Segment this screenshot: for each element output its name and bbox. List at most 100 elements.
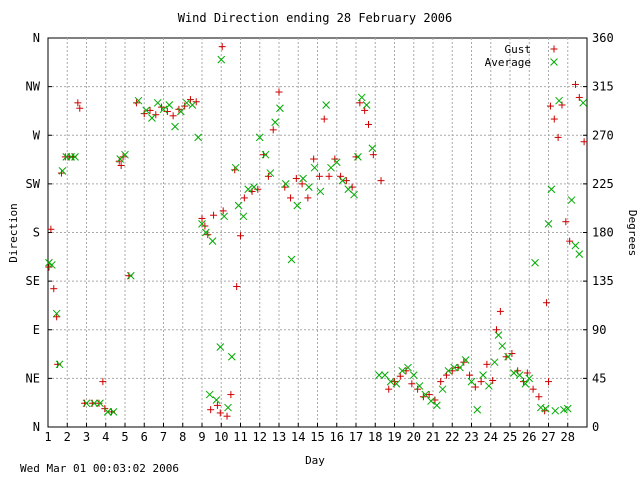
average-point	[153, 98, 162, 107]
average-point	[551, 406, 560, 415]
x-tick-label: 19	[387, 430, 401, 444]
gust-point	[315, 172, 323, 180]
average-point	[531, 258, 539, 267]
average-point	[176, 107, 185, 116]
average-point	[438, 385, 447, 394]
average-point	[432, 401, 441, 410]
average-point	[427, 397, 435, 405]
x-tick-label: 26	[522, 430, 536, 444]
footer-timestamp: Wed Mar 01 00:03:02 2006	[20, 462, 179, 475]
right-tick-label: 0	[592, 420, 599, 434]
gust-point	[535, 393, 543, 401]
average-point	[201, 228, 210, 237]
gust-point	[57, 169, 65, 177]
x-tick-label: 4	[102, 430, 109, 444]
gust-point	[169, 112, 177, 120]
average-point	[134, 96, 143, 105]
x-tick-label: 3	[83, 430, 90, 444]
average-point	[350, 190, 358, 199]
gust-point	[356, 99, 364, 107]
average-point	[212, 396, 221, 404]
gust-point	[264, 172, 272, 180]
left-tick-label: N	[33, 420, 40, 434]
gust-point	[76, 104, 84, 112]
x-tick-label: 11	[233, 430, 247, 444]
x-tick-label: 17	[349, 430, 363, 444]
right-tick-label: 90	[592, 323, 606, 337]
gust-point	[152, 111, 160, 119]
right-axis-ticks: 0 45 90 135 180 225 270 315 360	[583, 31, 614, 434]
gust-point	[331, 155, 339, 163]
average-point	[567, 196, 576, 204]
average-point	[208, 237, 217, 245]
average-point	[231, 163, 240, 172]
gust-point	[207, 406, 215, 414]
average-point	[368, 144, 377, 153]
x-tick-label: 6	[141, 430, 148, 444]
x-tick-label: 8	[179, 430, 186, 444]
gust-point	[361, 106, 369, 114]
average-point	[473, 405, 482, 414]
average-point	[494, 331, 503, 340]
average-point	[148, 114, 156, 122]
average-point	[544, 220, 553, 228]
gust-point	[575, 93, 583, 101]
x-tick-label: 9	[198, 430, 205, 444]
gust-point	[146, 106, 154, 114]
gust-point	[292, 174, 300, 182]
legend-average-marker	[550, 58, 558, 66]
average-point	[536, 403, 545, 412]
average-point	[217, 55, 226, 64]
left-tick-label: W	[33, 128, 41, 142]
gust-point	[74, 99, 82, 107]
average-point	[55, 360, 64, 369]
gust-point	[275, 88, 283, 96]
gust-point	[408, 380, 416, 388]
gust-point	[181, 102, 189, 110]
average-point	[467, 377, 476, 386]
average-point	[354, 153, 362, 161]
average-point	[224, 403, 232, 412]
gust-point	[477, 378, 485, 386]
legend: Gust Average	[485, 43, 558, 69]
gust-point	[546, 102, 554, 110]
average-point	[444, 366, 453, 375]
x-tick-label: 23	[464, 430, 478, 444]
gust-point	[437, 378, 445, 386]
average-point	[227, 352, 236, 361]
x-tick-label: 12	[253, 430, 267, 444]
left-tick-label: NW	[26, 80, 41, 94]
gust-point	[342, 177, 350, 185]
gust-point	[493, 326, 501, 334]
gust-point	[529, 385, 537, 393]
average-point	[450, 363, 459, 372]
average-point	[250, 183, 258, 191]
right-axis-label: Degrees	[626, 210, 639, 256]
average-point	[71, 153, 79, 161]
gust-point	[571, 80, 579, 88]
gust-point	[466, 371, 474, 379]
gust-point	[237, 232, 244, 240]
average-point	[165, 101, 174, 109]
left-axis-ticks: N NE E SE S SW W NW N	[26, 31, 52, 434]
average-point	[490, 358, 499, 367]
gust-point	[448, 367, 456, 375]
average-point	[121, 150, 129, 159]
x-tick-label: 7	[160, 430, 167, 444]
x-tick-label: 5	[121, 430, 128, 444]
x-axis-ticks: 1 2 3 4 5 6 7 8 9 10 11 12 13 14 15 16 17 18 19 20 21 22 23 24 2…	[44, 423, 575, 444]
gust-point	[562, 218, 570, 226]
gust-point	[414, 385, 422, 393]
left-axis-label: Direction	[7, 203, 20, 263]
average-point	[220, 212, 228, 221]
gust-point	[95, 399, 103, 407]
average-point	[58, 167, 67, 175]
average-point	[205, 390, 214, 399]
average-point	[563, 404, 572, 413]
right-tick-label: 135	[592, 274, 614, 288]
gust-point	[496, 307, 504, 315]
average-point	[456, 363, 464, 372]
average-point	[171, 122, 179, 131]
left-tick-label: N	[33, 31, 40, 45]
x-tick-label: 13	[272, 430, 286, 444]
